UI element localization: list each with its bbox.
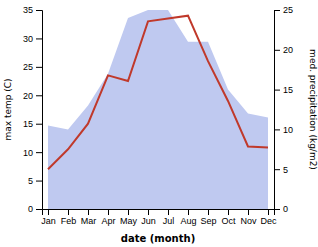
tick: 10 <box>274 125 293 135</box>
tick-mark <box>168 209 169 215</box>
tick-label: 15 <box>23 119 33 129</box>
x-axis: Jan Feb Mar Apr MayJun Jul Aug Sep Oct NovDec <box>41 209 277 226</box>
tick-mark <box>36 124 42 125</box>
tick: Dec <box>260 209 277 226</box>
chart: Jan Feb Mar Apr MayJun Jul Aug Sep Oct NovDec 0 5 10… <box>0 0 318 247</box>
tick-label: 10 <box>283 125 293 135</box>
tick: Jun <box>141 209 156 226</box>
tick: 35 <box>23 5 42 15</box>
tick-mark <box>36 67 42 68</box>
y-axis-title: max temp (C) <box>3 78 13 140</box>
axis-line <box>275 11 281 210</box>
tick-mark <box>208 209 209 215</box>
tick-mark <box>36 152 42 153</box>
tick: Apr <box>101 209 115 226</box>
tick: 15 <box>23 119 42 129</box>
tick: 0 <box>28 204 42 214</box>
tick-label: 5 <box>283 165 288 175</box>
tick-label: 35 <box>23 5 33 15</box>
tick: 20 <box>23 91 42 101</box>
tick-mark <box>228 209 229 215</box>
tick-mark <box>274 209 280 210</box>
tick-label: 0 <box>28 204 33 214</box>
tick-label: Jun <box>141 216 156 226</box>
tick-mark <box>268 209 269 215</box>
tick-label: 25 <box>23 62 33 72</box>
tick: 5 <box>28 176 42 186</box>
tick: Nov <box>240 209 257 226</box>
tick-mark <box>274 50 280 51</box>
tick: Oct <box>221 209 236 226</box>
tick: Mar <box>81 209 97 226</box>
tick: Sep <box>200 209 216 226</box>
y2-axis-title: med. precipitation (kg/m2) <box>308 49 318 170</box>
tick-mark <box>274 129 280 130</box>
tick-mark <box>274 169 280 170</box>
temp-line <box>48 16 268 170</box>
tick: 0 <box>274 204 288 214</box>
tick-mark <box>274 10 280 11</box>
tick-mark <box>248 209 249 215</box>
tick-mark <box>148 209 149 215</box>
tick-mark <box>188 209 189 215</box>
tick-label: Aug <box>180 216 196 226</box>
axis-line <box>36 11 43 210</box>
precip-area <box>48 10 268 209</box>
tick: 5 <box>274 165 288 175</box>
tick: Feb <box>61 209 77 226</box>
tick: 10 <box>23 148 42 158</box>
tick-label: Feb <box>61 216 77 226</box>
tick: 30 <box>23 34 42 44</box>
tick-mark <box>36 209 42 210</box>
tick-mark <box>48 209 49 215</box>
tick: 25 <box>23 62 42 72</box>
axis-line <box>43 210 275 216</box>
tick-mark <box>36 95 42 96</box>
plot: Jan Feb Mar Apr MayJun Jul Aug Sep Oct NovDec 0 5 10… <box>23 5 293 226</box>
tick: Jan <box>41 209 56 226</box>
tick-mark <box>68 209 69 215</box>
tick: Aug <box>180 209 196 226</box>
y-axis: 0 5 10 15 20 25 30 35 <box>23 5 43 214</box>
tick-label: May <box>120 216 138 226</box>
tick-label: 20 <box>23 91 33 101</box>
tick-label: 30 <box>23 34 33 44</box>
tick: May <box>120 209 138 226</box>
tick-label: Jan <box>41 216 56 226</box>
tick-label: Oct <box>221 216 236 226</box>
tick: 20 <box>274 45 293 55</box>
tick-label: 5 <box>28 176 33 186</box>
tick-label: 15 <box>283 85 293 95</box>
tick-label: Dec <box>260 216 277 226</box>
tick-label: 20 <box>283 45 293 55</box>
tick-label: Sep <box>200 216 216 226</box>
tick-mark <box>274 90 280 91</box>
tick-mark <box>88 209 89 215</box>
tick: Jul <box>163 209 175 226</box>
x-axis-title: date (month) <box>121 233 195 244</box>
tick-mark <box>36 38 42 39</box>
tick-label: 25 <box>283 5 293 15</box>
y2-axis: 0 5 10 15 20 25 <box>274 5 293 214</box>
tick-label: 10 <box>23 148 33 158</box>
tick-label: Nov <box>240 216 257 226</box>
tick: 15 <box>274 85 293 95</box>
tick-mark <box>108 209 109 215</box>
tick: 25 <box>274 5 293 15</box>
tick-label: Jul <box>163 216 175 226</box>
tick-label: Mar <box>81 216 97 226</box>
tick-mark <box>128 209 129 215</box>
tick-label: Apr <box>101 216 115 226</box>
tick-label: 0 <box>283 204 288 214</box>
marks <box>48 10 268 209</box>
tick-mark <box>36 10 42 11</box>
tick-mark <box>36 181 42 182</box>
